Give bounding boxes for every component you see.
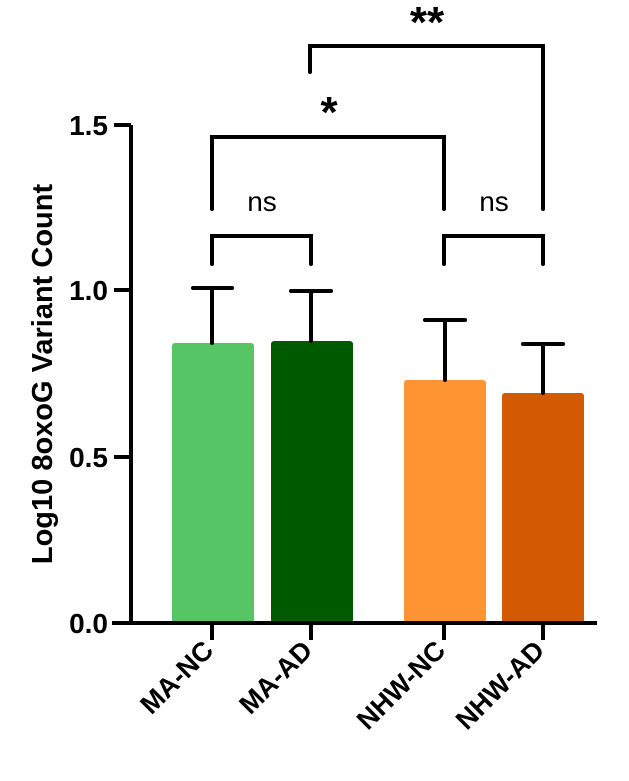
axes (112, 123, 597, 640)
sig-label-ad: ** (410, 0, 445, 47)
bar-nhw-nc (404, 380, 486, 623)
x-tick-label: NHW-NC (351, 635, 451, 735)
bar-ma-ad (271, 341, 353, 623)
bar-nhw-ad (502, 393, 584, 623)
sig-label-nhw: ns (479, 186, 509, 217)
y-tick-label: 1.0 (69, 275, 108, 306)
significance-brackets (210, 44, 545, 266)
bar-ma-nc (172, 343, 254, 623)
bars (172, 341, 584, 623)
sig-label-ma: ns (247, 186, 277, 217)
x-tick-label: NHW-AD (450, 635, 550, 735)
y-tick-label: 0.5 (69, 442, 108, 473)
y-tick-label: 0.0 (69, 608, 108, 639)
x-tick-label: MA-NC (134, 635, 219, 720)
y-tick-label: 1.5 (69, 110, 108, 141)
sig-label-nc: * (320, 88, 338, 137)
error-bars (191, 286, 565, 395)
y-axis-title: Log10 8oxoG Variant Count (27, 184, 59, 565)
x-tick-label: MA-AD (233, 635, 318, 720)
